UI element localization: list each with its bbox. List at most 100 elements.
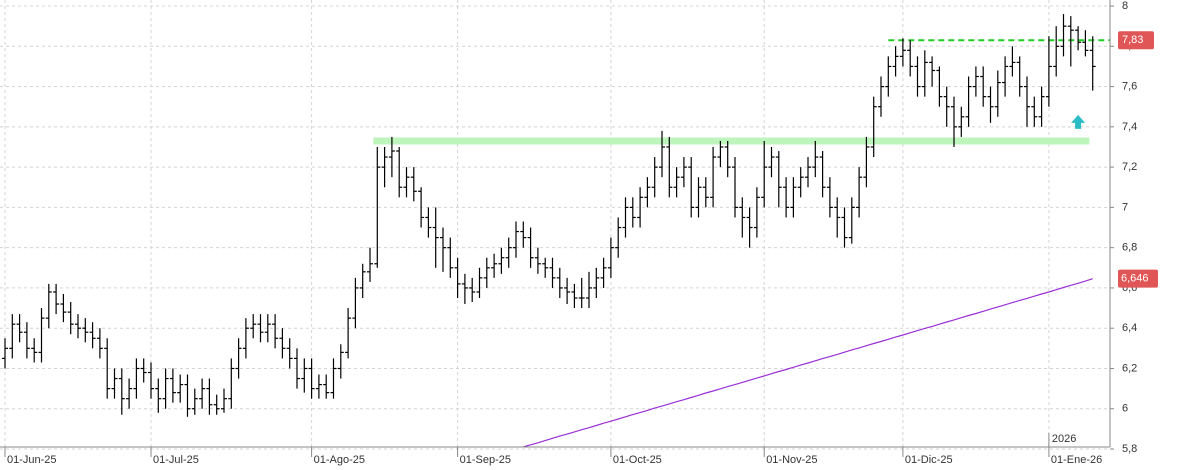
ohlc-bar (82, 318, 89, 343)
ohlc-bar (337, 344, 344, 379)
ohlc-bar (629, 197, 636, 228)
ohlc-bar (111, 368, 118, 399)
ohlc-bar (16, 314, 23, 343)
ohlc-bar (491, 253, 498, 278)
ohlc-bar (542, 257, 549, 278)
ma-label-box (1118, 269, 1158, 288)
ohlc-bar (892, 46, 899, 77)
ohlc-bar (972, 66, 979, 97)
ohlc-bar (1016, 56, 1023, 97)
ohlc-bar (717, 140, 724, 168)
ohlc-bar (593, 267, 600, 298)
ohlc-bar (315, 374, 322, 399)
ohlc-bar (885, 56, 892, 97)
ohlc-bar (556, 267, 563, 298)
ohlc-bar (907, 40, 914, 77)
ohlc-bar (447, 237, 454, 278)
ohlc-bar (1067, 16, 1074, 67)
ohlc-bar (899, 38, 906, 67)
ohlc-bar (476, 267, 483, 298)
ohlc-bar (104, 338, 111, 399)
ohlc-bar (958, 106, 965, 137)
x-tick-label: 01-Ago-25 (314, 454, 365, 466)
ohlc-bar (921, 50, 928, 97)
y-tick-label: 7,2 (1122, 161, 1137, 173)
ohlc-bar (739, 197, 746, 238)
ohlc-bar (914, 56, 921, 97)
ohlc-bar (936, 66, 943, 107)
ohlc-bar (1009, 46, 1016, 77)
x-tick-label: 01-Nov-25 (766, 454, 817, 466)
ohlc-bar (1060, 14, 1067, 57)
ohlc-bar (965, 76, 972, 127)
ohlc-bar (834, 197, 841, 238)
ohlc-bar (688, 157, 695, 218)
ohlc-bar (498, 247, 505, 274)
ohlc-bar (775, 151, 782, 208)
y-tick-label: 6 (1122, 403, 1128, 415)
ohlc-bar (425, 207, 432, 238)
ohlc-bar (184, 374, 191, 417)
ohlc-bar (396, 146, 403, 198)
ohlc-bar (330, 358, 337, 399)
ohlc-bar (673, 167, 680, 198)
ohlc-bar (856, 167, 863, 218)
ohlc-bar (1031, 96, 1038, 127)
ohlc-bar (666, 136, 673, 198)
ohlc-bar (403, 167, 410, 198)
ohlc-bar (148, 362, 154, 399)
ohlc-bar (753, 187, 760, 238)
bars-layer (2, 14, 1096, 417)
price-label-box (1118, 31, 1154, 50)
ohlc-bar (118, 368, 125, 415)
ohlc-bar (418, 187, 425, 228)
x-tick-label: 01-Oct-25 (613, 454, 662, 466)
ohlc-bar (162, 368, 169, 409)
ohlc-bar (381, 146, 388, 188)
ohlc-bar (67, 302, 74, 335)
ohlc-bar (951, 96, 957, 147)
ohlc-bar (199, 378, 206, 409)
y-tick-label: 6,4 (1122, 322, 1137, 334)
ohlc-bar (286, 338, 293, 369)
ohlc-bar (929, 56, 936, 87)
x-tick-label: 01-Sep-25 (460, 454, 511, 466)
ohlc-bar (440, 227, 446, 272)
ohlc-bar (469, 277, 476, 303)
ohlc-bar (235, 338, 242, 379)
ohlc-bar (483, 257, 490, 288)
ohlc-bar (89, 322, 96, 349)
ohlc-bar (250, 314, 257, 339)
ohlc-bar (1024, 76, 1030, 127)
y-tick-label: 8 (1122, 0, 1128, 12)
ohlc-bar (359, 263, 366, 298)
ohlc-bar (812, 140, 819, 178)
y-tick-label: 6,8 (1122, 242, 1137, 254)
ohlc-bar (980, 66, 987, 107)
ohlc-bar (60, 293, 67, 323)
ohlc-bar (352, 277, 359, 329)
x-tick-label: 01-Dic-25 (905, 454, 953, 466)
ohlc-bar (272, 314, 279, 349)
x-tick-label: 01-Jul-25 (153, 454, 199, 466)
y-tick-label: 7,6 (1122, 80, 1137, 92)
ohlc-bar (1075, 26, 1082, 51)
ohlc-bar (126, 378, 133, 409)
signal-arrow (1071, 114, 1086, 129)
ohlc-bar (600, 257, 607, 288)
ohlc-bar (345, 308, 352, 359)
ohlc-bar (206, 378, 213, 415)
ohlc-bar (1038, 86, 1045, 127)
ohlc-bar (746, 207, 753, 248)
ohlc-bar (191, 388, 198, 415)
ohlc-bar (279, 328, 286, 359)
x-tick-label: 01-Jun-25 (7, 454, 57, 466)
ohlc-bar (454, 257, 461, 298)
ohlc-bar (994, 70, 1001, 117)
y-tick-label: 6,2 (1122, 362, 1137, 374)
ohlc-bar (651, 157, 658, 198)
ohlc-bar (732, 157, 738, 218)
y-tick-label: 5,8 (1122, 443, 1137, 455)
year-label: 2026 (1052, 433, 1076, 445)
ohlc-bar (9, 314, 16, 359)
